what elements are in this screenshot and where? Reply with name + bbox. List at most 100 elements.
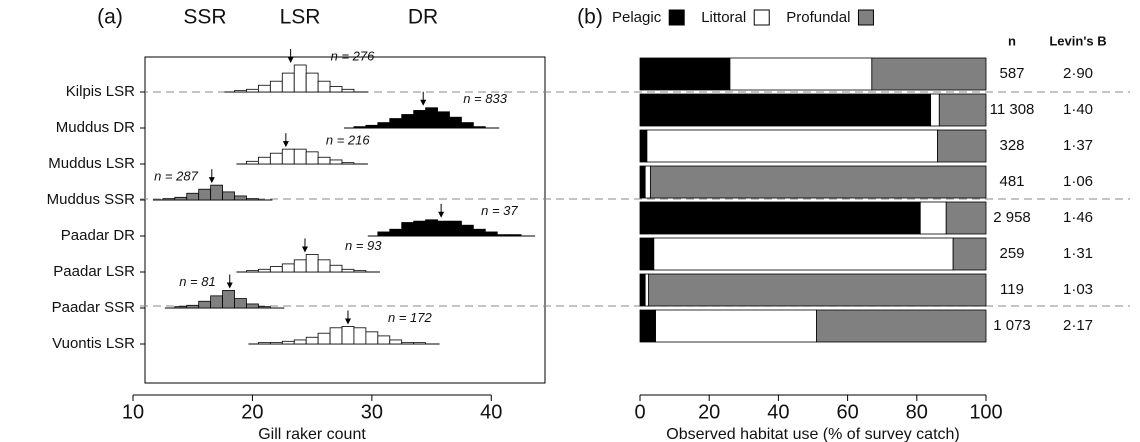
hist-bar <box>317 332 331 345</box>
hist-bar <box>401 342 415 345</box>
bar-segment <box>639 273 646 307</box>
hist-bar <box>389 228 403 237</box>
hist-bar <box>425 219 438 237</box>
hist-bar <box>257 156 271 165</box>
table-cell: 259 <box>999 245 1024 262</box>
hist-bar <box>377 335 391 345</box>
hist-bar <box>293 259 307 273</box>
x-tick-label: 30 <box>361 401 383 423</box>
bar-segment <box>644 165 651 199</box>
panel-a-frame <box>144 56 546 384</box>
table-cell: 481 <box>999 173 1024 190</box>
x-tick-label: 40 <box>480 401 502 423</box>
bar-segment <box>639 57 731 91</box>
bar-segment <box>648 273 987 307</box>
table-cell: 328 <box>999 137 1024 154</box>
bar-segment <box>639 201 921 235</box>
table-cell: 587 <box>999 65 1024 82</box>
hist-bar <box>401 114 415 129</box>
x-tick-label: 40 <box>767 401 789 423</box>
mean-arrow-head <box>287 57 294 63</box>
table-cell: 2·17 <box>1063 317 1093 334</box>
hist-bar <box>353 126 367 129</box>
hist-bar <box>461 122 474 129</box>
panel-label: (a) <box>97 6 123 29</box>
x-tick-label: 20 <box>241 401 263 423</box>
n-label: n = 833 <box>463 91 508 106</box>
group-label: LSR <box>280 6 321 29</box>
hist-bar <box>234 90 247 93</box>
bar-segment <box>816 309 987 343</box>
hist-bar <box>377 122 391 129</box>
hist-bar <box>210 184 223 201</box>
row-label: Muddus SSR <box>47 191 136 208</box>
table-cell: 2 958 <box>993 209 1031 226</box>
hist-bar <box>305 254 319 273</box>
row-label: Muddus DR <box>56 119 135 136</box>
hist-bar <box>281 72 295 93</box>
hist-bar <box>269 152 283 165</box>
hist-bar <box>472 228 486 237</box>
bar-segment <box>649 165 987 199</box>
panel-label: (b) <box>577 6 603 29</box>
hist-bar <box>449 116 462 129</box>
bar-segment <box>639 309 656 343</box>
hist-bar <box>365 331 379 345</box>
hist-bar <box>281 340 295 345</box>
x-axis-title: Observed habitat use (% of survey catch) <box>666 426 959 442</box>
row-label: Paadar DR <box>61 227 135 244</box>
bar-segment <box>639 165 646 199</box>
legend-swatch <box>857 9 874 26</box>
hist-bar <box>246 160 259 165</box>
row-label: Vuontis LSR <box>52 335 135 352</box>
hist-bar <box>425 107 438 129</box>
hist-bar <box>341 268 355 273</box>
bar-segment <box>952 237 987 271</box>
hist-bar <box>198 300 212 309</box>
hist-bar <box>257 268 271 273</box>
hist-bar <box>305 72 319 93</box>
hist-bar <box>484 231 498 237</box>
bar-segment <box>871 57 987 91</box>
hist-bar <box>186 304 200 309</box>
hist-bar <box>174 196 188 201</box>
hist-bar <box>162 198 176 201</box>
hist-bar <box>329 159 343 165</box>
hist-bar <box>305 336 319 345</box>
hist-bar <box>293 339 307 345</box>
x-tick-label: 60 <box>836 401 858 423</box>
hist-bar <box>341 326 355 345</box>
table-cell: 1·03 <box>1063 281 1093 298</box>
hist-bar <box>329 86 343 93</box>
hist-bar <box>329 264 343 273</box>
hist-bar <box>472 126 486 129</box>
hist-bar <box>174 306 188 309</box>
hist-bar <box>413 110 426 129</box>
table-cell: 1·37 <box>1063 137 1093 154</box>
hist-bar <box>210 295 223 309</box>
hist-bar <box>461 224 474 237</box>
hist-bar <box>293 148 307 165</box>
hist-bar <box>341 88 355 93</box>
hist-bar <box>353 327 367 345</box>
column-header: n <box>1008 33 1016 48</box>
x-axis-title: Gill raker count <box>258 426 366 442</box>
group-label: SSR <box>183 6 226 29</box>
mean-arrow-head <box>208 177 215 184</box>
bar-segment <box>655 309 817 343</box>
hist-bar <box>257 306 271 309</box>
hist-bar <box>353 270 367 273</box>
row-label: Paadar LSR <box>53 263 135 280</box>
n-label: n = 216 <box>326 133 371 148</box>
hist-bar <box>246 303 259 309</box>
row-label: Muddus LSR <box>48 155 135 172</box>
bar-segment <box>639 129 648 163</box>
bar-segment <box>639 93 932 127</box>
bar-segment <box>639 237 655 271</box>
hist-bar <box>222 191 235 201</box>
mean-arrow-head <box>226 282 233 289</box>
x-tick-label: 20 <box>698 401 720 423</box>
hist-bar <box>437 220 450 237</box>
mean-arrow-head <box>420 99 427 106</box>
